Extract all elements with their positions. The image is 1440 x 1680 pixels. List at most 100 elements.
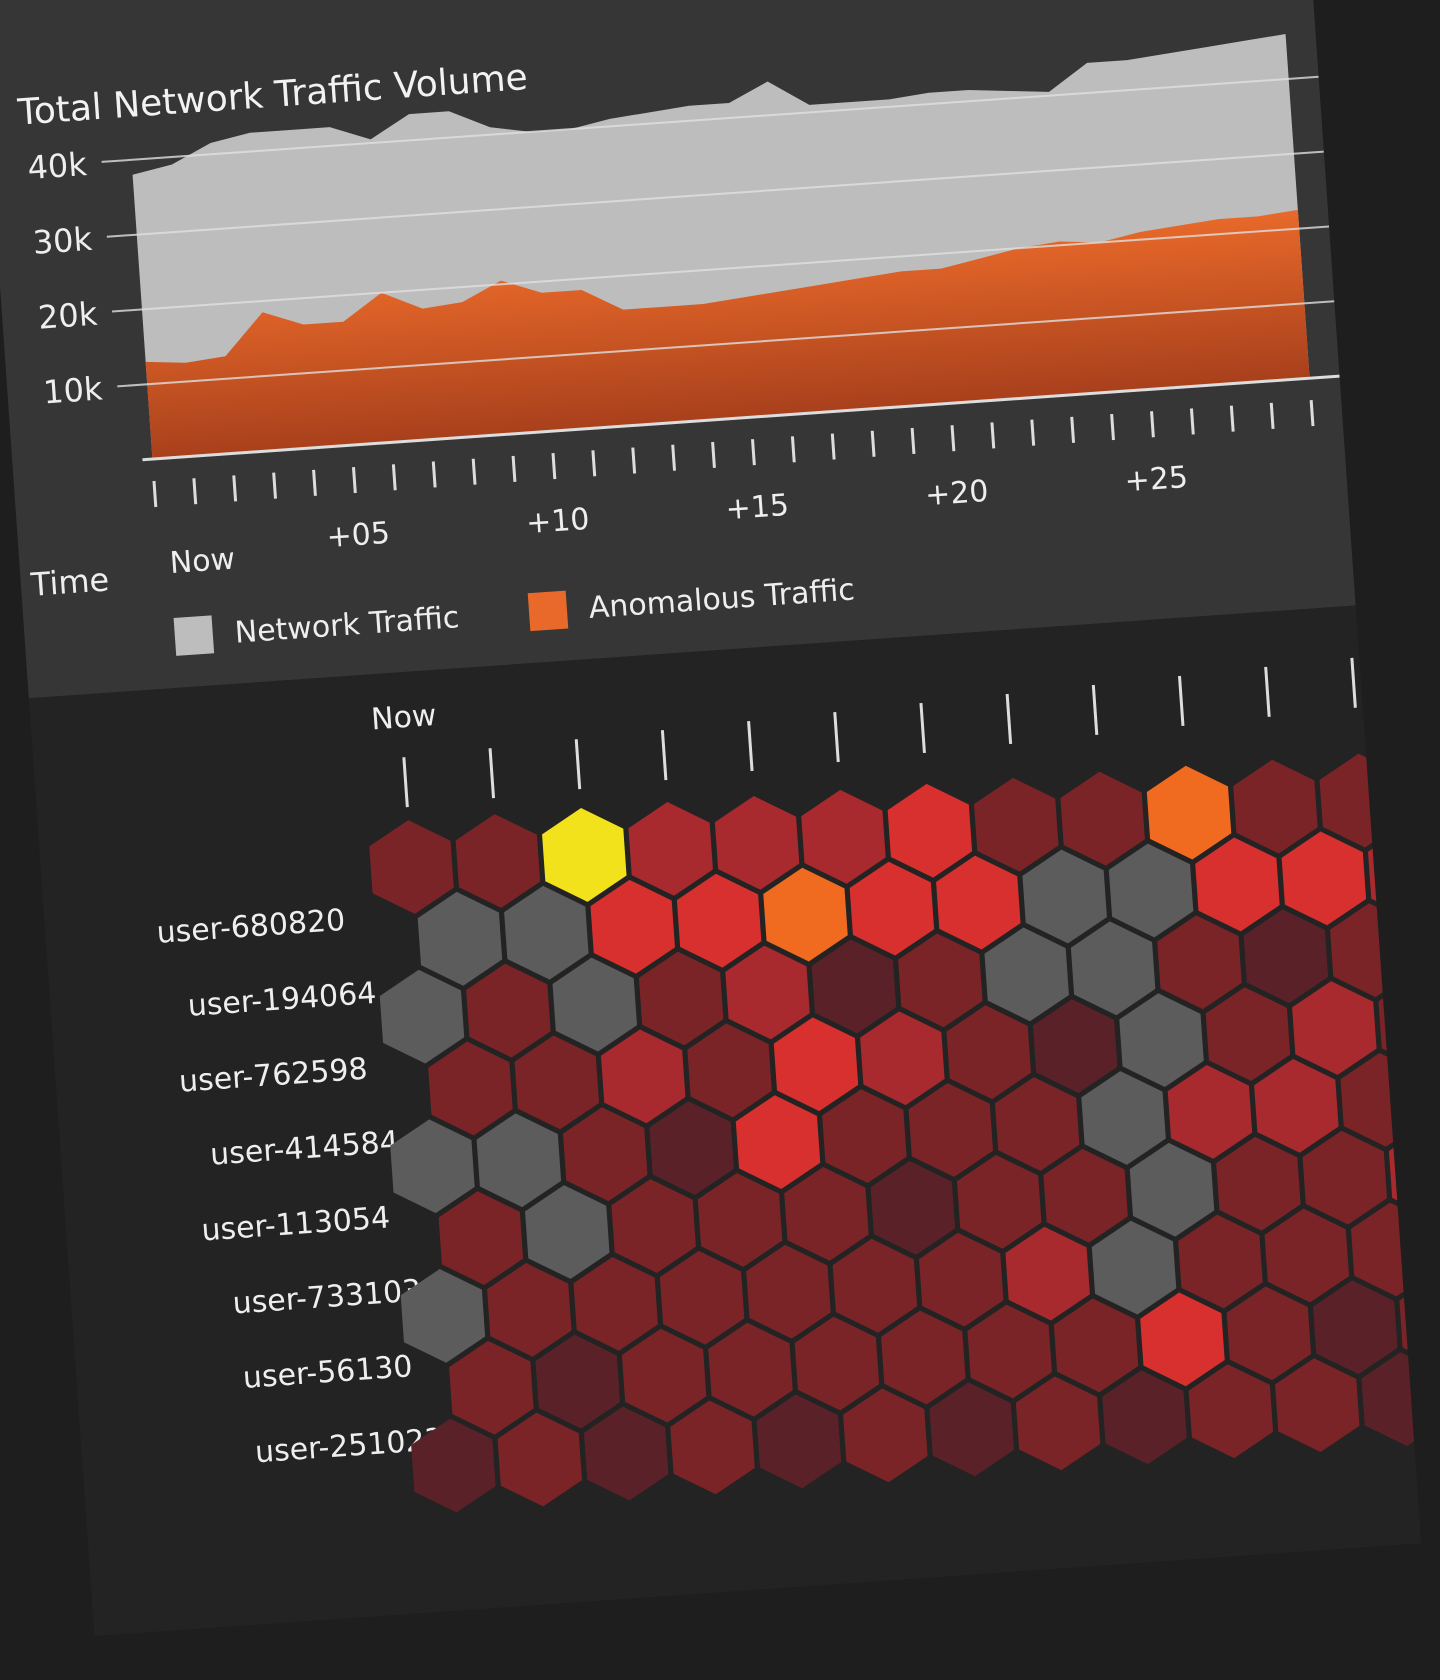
x-tick xyxy=(1030,419,1036,446)
x-tick xyxy=(574,739,582,790)
heatmap-cell xyxy=(687,1023,772,1118)
heatmap-cell xyxy=(535,1334,620,1429)
heatmap-cell xyxy=(1146,765,1232,860)
heatmap-cell xyxy=(697,1173,783,1267)
y-tick-label: 40k xyxy=(26,145,88,187)
x-tick xyxy=(312,469,317,496)
heatmap-cell xyxy=(600,1029,686,1124)
heatmap-cell xyxy=(1275,1358,1360,1453)
heatmap-cell xyxy=(552,957,638,1052)
heatmap-cell xyxy=(1129,1142,1215,1237)
heatmap-cell xyxy=(1281,831,1367,926)
heatmap-cell xyxy=(638,951,724,1046)
x-tick xyxy=(910,427,916,455)
heatmap-cell xyxy=(1195,837,1280,932)
heatmap-cell xyxy=(1292,981,1377,1075)
x-tick xyxy=(511,455,517,482)
x-tick xyxy=(747,721,754,772)
heatmap-cell xyxy=(621,1328,707,1423)
heatmap-cell xyxy=(1226,1286,1312,1381)
row-label-user-762598: user-762598 xyxy=(178,1052,369,1100)
heatmap-cell xyxy=(919,1232,1004,1327)
x-tick-label: +05 xyxy=(325,516,391,555)
heatmap-cell xyxy=(466,963,551,1058)
heatmap-cell xyxy=(628,802,713,896)
x-tick-label: Now xyxy=(169,542,237,581)
heatmap-cell xyxy=(1188,1364,1274,1459)
x-tick-label: +15 xyxy=(724,488,790,527)
heatmap-cell xyxy=(525,1185,610,1279)
x-tick xyxy=(833,712,840,763)
heatmap-cell xyxy=(514,1035,600,1130)
heatmap-cell xyxy=(929,1382,1014,1477)
heatmap-cell xyxy=(936,855,1021,950)
x-tick xyxy=(751,439,756,466)
heatmap-cell xyxy=(1264,1208,1350,1303)
heatmap-cell xyxy=(1254,1058,1339,1153)
heatmap-cell xyxy=(974,777,1059,872)
heatmap-cell xyxy=(946,1005,1031,1100)
x-tick xyxy=(1309,400,1315,427)
heatmap-cell xyxy=(908,1083,994,1177)
x-tick xyxy=(631,447,637,474)
heatmap-cell xyxy=(400,1269,486,1363)
x-tick xyxy=(990,422,996,449)
heatmap-cell xyxy=(379,969,465,1064)
heatmap-cell xyxy=(1070,921,1156,1016)
heatmap-cell xyxy=(562,1107,648,1202)
heatmap-cell xyxy=(455,814,541,908)
heatmap-cell xyxy=(1302,1130,1388,1225)
heatmap-cell xyxy=(898,933,983,1028)
legend-swatch xyxy=(173,615,215,656)
x-tick xyxy=(391,464,397,491)
heatmap-cell xyxy=(714,795,800,890)
heatmap-cell xyxy=(1205,987,1291,1081)
heatmap-cell xyxy=(1361,1352,1420,1446)
x-tick xyxy=(591,450,597,477)
heatmap-cell xyxy=(746,1244,831,1339)
row-label-user-56130: user-56130 xyxy=(242,1349,414,1396)
heatmap-cell xyxy=(708,1322,793,1417)
heatmap-cell xyxy=(438,1191,524,1285)
heatmap-cell xyxy=(369,820,454,914)
heatmap-cell xyxy=(1140,1292,1225,1387)
gridline xyxy=(111,225,1330,313)
x-tick xyxy=(711,441,716,469)
heatmap-cell xyxy=(542,808,627,902)
x-tick-label: Now xyxy=(370,698,438,737)
heatmap-cell xyxy=(504,885,589,980)
x-tick xyxy=(1070,416,1076,443)
x-tick xyxy=(830,433,836,460)
heatmap-cell xyxy=(881,1310,966,1405)
y-tick-label: 30k xyxy=(31,220,93,262)
heatmap-cell xyxy=(887,783,973,878)
heatmap-cell xyxy=(794,1316,880,1411)
row-label-user-680820: user-680820 xyxy=(155,903,346,951)
x-tick xyxy=(870,430,876,457)
heatmap-cell xyxy=(670,1400,755,1495)
x-tick xyxy=(402,757,409,808)
heatmap-cell xyxy=(832,1238,918,1333)
x-tick xyxy=(152,480,158,508)
heatmap-cell xyxy=(1167,1065,1253,1159)
heatmap-cell xyxy=(811,939,897,1034)
heatmap-cell xyxy=(763,867,848,962)
heatmap-cell xyxy=(390,1119,475,1214)
x-tick xyxy=(1229,405,1235,432)
x-tick xyxy=(950,425,956,452)
x-tick xyxy=(471,458,477,485)
heatmap-cell xyxy=(1319,753,1405,848)
heatmap-cell xyxy=(822,1089,907,1183)
heatmap-cell xyxy=(476,1113,562,1208)
heatmap-cell xyxy=(449,1340,534,1435)
x-tick xyxy=(671,444,677,471)
x-tick xyxy=(192,478,198,505)
heatmap-cell xyxy=(849,861,935,956)
heatmap-cell xyxy=(428,1041,513,1136)
heatmap-cell xyxy=(497,1412,583,1507)
x-tick xyxy=(431,461,437,488)
heatmap-cell xyxy=(487,1262,572,1357)
x-tick xyxy=(1264,666,1271,717)
gridline xyxy=(101,75,1319,163)
